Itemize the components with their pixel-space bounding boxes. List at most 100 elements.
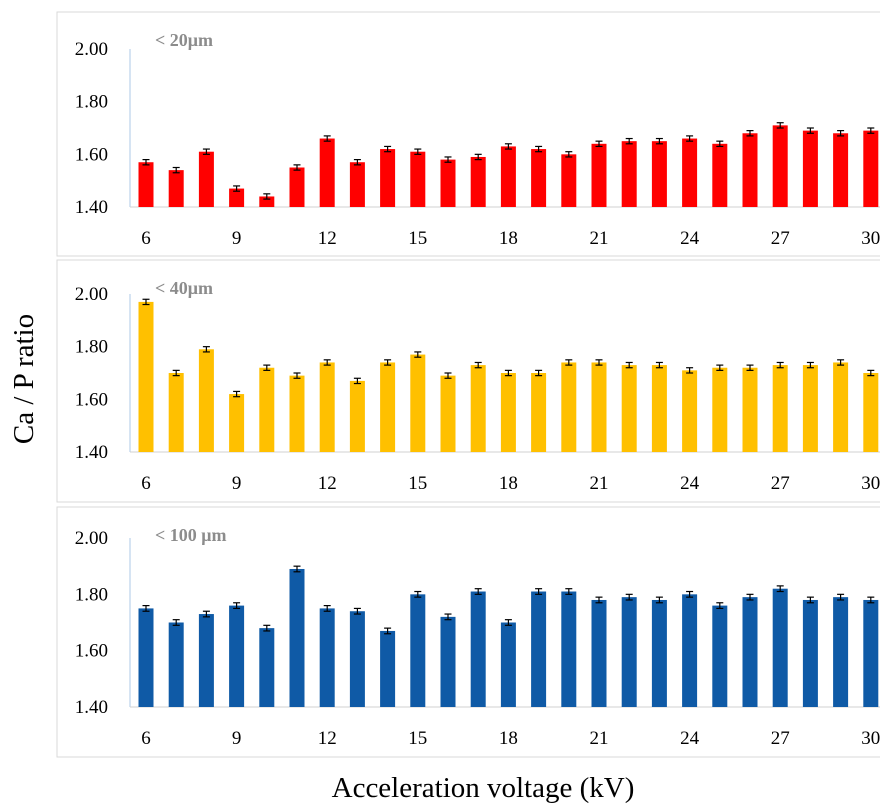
bar — [500, 373, 516, 452]
x-tick-label: 30 — [861, 228, 880, 249]
bar — [319, 138, 335, 207]
bar — [259, 367, 275, 452]
bar — [500, 622, 516, 707]
bar — [410, 354, 426, 452]
bar — [440, 616, 456, 707]
error-bar — [565, 588, 573, 595]
x-tick-label: 24 — [680, 228, 700, 249]
bar — [561, 591, 577, 707]
bar — [440, 375, 456, 452]
bar — [229, 394, 245, 452]
bar — [500, 146, 516, 207]
y-tick-label: 1.80 — [75, 92, 108, 113]
x-tick-label: 9 — [232, 473, 242, 494]
bar — [802, 130, 818, 207]
error-bar — [263, 193, 271, 200]
error-bar — [806, 361, 814, 369]
error-bar — [867, 596, 875, 604]
bar — [772, 588, 788, 707]
bar — [712, 605, 728, 707]
error-bar — [293, 565, 301, 573]
error-bar — [867, 369, 875, 377]
x-tick-label: 15 — [408, 473, 427, 494]
error-bar — [504, 143, 512, 150]
bar — [621, 141, 637, 207]
bar — [833, 133, 849, 207]
error-bar — [323, 135, 331, 142]
bar — [561, 154, 577, 207]
error-bar — [414, 351, 422, 358]
error-bar — [202, 346, 210, 353]
error-bar — [444, 156, 452, 163]
x-tick-label: 24 — [680, 473, 700, 494]
error-bar — [595, 359, 603, 366]
error-bar — [142, 159, 150, 166]
bar — [259, 196, 275, 207]
error-bar — [323, 604, 331, 612]
x-tick-label: 18 — [499, 473, 518, 494]
error-bar — [837, 593, 845, 601]
bar — [349, 162, 365, 207]
error-bar — [293, 164, 301, 171]
error-bar — [414, 590, 422, 598]
error-bar — [384, 359, 392, 366]
y-tick-label: 2.00 — [75, 39, 108, 60]
x-tick-label: 27 — [771, 473, 790, 494]
error-bar — [625, 593, 633, 601]
error-bar — [535, 588, 543, 595]
x-tick-label: 12 — [318, 728, 337, 749]
x-tick-label: 24 — [680, 728, 700, 749]
error-bar — [384, 145, 392, 153]
error-bar — [867, 127, 875, 134]
bar — [470, 156, 486, 207]
bar — [531, 373, 547, 452]
bar — [621, 365, 637, 452]
bar — [651, 599, 667, 707]
error-bar — [806, 127, 814, 134]
bar — [168, 622, 184, 707]
error-bar — [716, 364, 724, 371]
bar — [440, 159, 456, 207]
bar — [349, 380, 365, 452]
error-bar — [625, 137, 633, 145]
error-bar — [504, 619, 512, 626]
x-tick-label: 9 — [232, 728, 242, 749]
error-bar — [535, 369, 543, 377]
bar — [591, 143, 607, 207]
bar — [259, 628, 275, 707]
bar — [289, 568, 305, 707]
bar — [651, 365, 667, 452]
chart-panel-2: 1.40 1.60 1.80 2.00 6 9 12 15 18 21 24 27 30 < 40μm — [56, 259, 880, 503]
error-bar — [776, 585, 784, 593]
error-bar — [474, 361, 482, 369]
bar — [470, 591, 486, 707]
bar — [229, 188, 245, 207]
error-bar — [444, 613, 452, 621]
x-tick-label: 27 — [771, 228, 790, 249]
error-bar — [504, 369, 512, 377]
bar — [198, 614, 214, 707]
x-tick-label: 27 — [771, 728, 790, 749]
error-bar — [172, 166, 180, 174]
error-bar — [353, 377, 361, 385]
chart-panel-1: 1.40 1.60 1.80 2.00 6 9 12 15 18 21 24 27 30 < 20μm — [56, 11, 880, 257]
error-bar — [837, 359, 845, 366]
x-tick-label: 6 — [141, 473, 151, 494]
error-bar — [263, 364, 271, 371]
bar — [561, 362, 577, 452]
x-tick-label: 6 — [141, 228, 151, 249]
bar — [742, 597, 758, 707]
panel-size-label: < 20μm — [155, 30, 213, 50]
error-bar — [686, 367, 694, 374]
bar — [772, 365, 788, 452]
panel-size-label: < 100 μm — [155, 525, 226, 545]
error-bar — [353, 607, 361, 615]
error-bar — [806, 596, 814, 604]
bar — [682, 138, 698, 207]
error-bar — [202, 148, 210, 155]
error-bar — [142, 604, 150, 612]
error-bar — [323, 359, 331, 366]
error-bar — [746, 364, 754, 371]
bar — [319, 608, 335, 707]
